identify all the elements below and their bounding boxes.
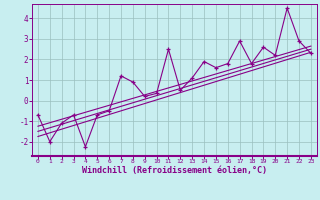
X-axis label: Windchill (Refroidissement éolien,°C): Windchill (Refroidissement éolien,°C) <box>82 166 267 175</box>
